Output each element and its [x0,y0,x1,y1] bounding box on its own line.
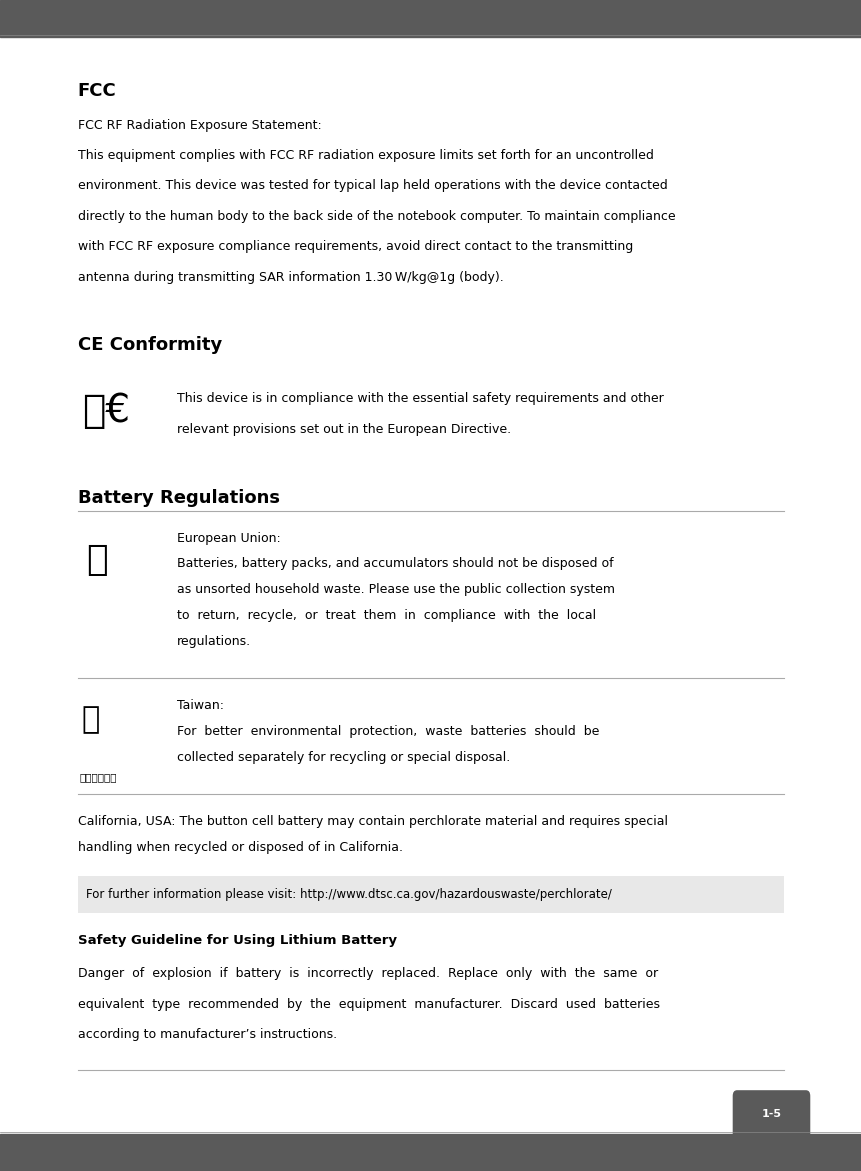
Text: as unsorted household waste. Please use the public collection system: as unsorted household waste. Please use … [177,583,614,596]
Text: 🗑: 🗑 [86,543,108,577]
Text: Battery Regulations: Battery Regulations [77,489,279,507]
Text: Danger  of  explosion  if  battery  is  incorrectly  replaced.  Replace  only  w: Danger of explosion if battery is incorr… [77,967,657,980]
Text: 🔁: 🔁 [82,705,100,734]
FancyBboxPatch shape [732,1090,809,1141]
Text: For further information please visit: http://www.dtsc.ca.gov/hazardouswaste/perc: For further information please visit: ht… [86,888,611,902]
Text: European Union:: European Union: [177,532,280,545]
Bar [0,0,861,37]
Text: with FCC RF exposure compliance requirements, avoid direct contact to the transm: with FCC RF exposure compliance requirem… [77,240,632,253]
Text: FCC: FCC [77,82,116,100]
FancyBboxPatch shape [77,876,784,913]
Text: antenna during transmitting SAR information 1.30 W/kg@1g (body).: antenna during transmitting SAR informat… [77,271,503,283]
Text: environment. This device was tested for typical lap held operations with the dev: environment. This device was tested for … [77,179,666,192]
Text: Taiwan:: Taiwan: [177,699,224,712]
Text: FCC RF Radiation Exposure Statement:: FCC RF Radiation Exposure Statement: [77,119,321,132]
Text: equivalent  type  recommended  by  the  equipment  manufacturer.  Discard  used : equivalent type recommended by the equip… [77,998,659,1011]
Bar [0,1134,861,1171]
Text: according to manufacturer’s instructions.: according to manufacturer’s instructions… [77,1028,337,1041]
Text: 廢電池請回收: 廢電池請回收 [79,772,117,782]
Text: California, USA: The button cell battery may contain perchlorate material and re: California, USA: The button cell battery… [77,815,666,828]
Text: regulations.: regulations. [177,635,251,648]
Text: collected separately for recycling or special disposal.: collected separately for recycling or sp… [177,751,510,763]
Text: CE Conformity: CE Conformity [77,336,221,354]
Text: to  return,  recycle,  or  treat  them  in  compliance  with  the  local: to return, recycle, or treat them in com… [177,609,595,622]
Text: handling when recycled or disposed of in California.: handling when recycled or disposed of in… [77,841,402,854]
Text: Safety Guideline for Using Lithium Battery: Safety Guideline for Using Lithium Batte… [77,934,396,947]
Text: 1-5: 1-5 [760,1109,781,1118]
Text: Ⓒ€: Ⓒ€ [82,392,130,430]
Text: directly to the human body to the back side of the notebook computer. To maintai: directly to the human body to the back s… [77,210,674,222]
Text: relevant provisions set out in the European Directive.: relevant provisions set out in the Europ… [177,423,511,436]
Text: Batteries, battery packs, and accumulators should not be disposed of: Batteries, battery packs, and accumulato… [177,557,613,570]
Text: This equipment complies with FCC RF radiation exposure limits set forth for an u: This equipment complies with FCC RF radi… [77,149,653,162]
Text: This device is in compliance with the essential safety requirements and other: This device is in compliance with the es… [177,392,663,405]
Text: For  better  environmental  protection,  waste  batteries  should  be: For better environmental protection, was… [177,725,598,738]
